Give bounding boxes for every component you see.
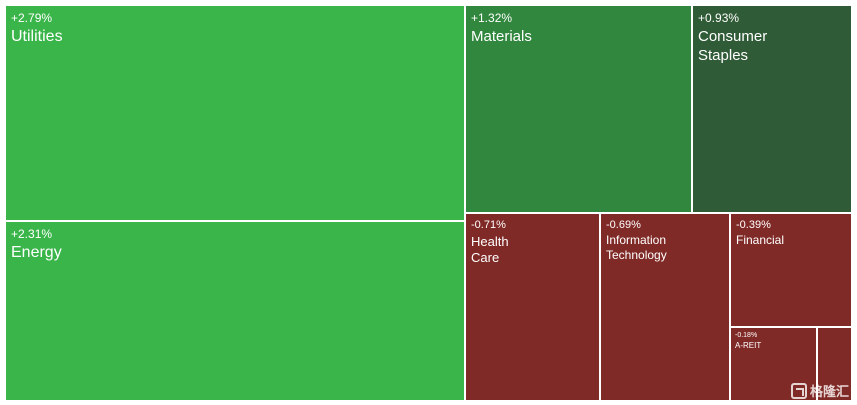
treemap-tile: +2.79% Utilities [5, 5, 465, 221]
tile-change-label: -0.71% [471, 219, 506, 231]
tile-sector-label: A-REIT [735, 341, 762, 350]
tile-sector-label: Consumer Staples [698, 28, 768, 64]
treemap-tile: -0.69% Information Technology [600, 213, 730, 401]
tile-change-label: -0.69% [606, 219, 641, 231]
treemap-tile: +2.31% Energy [5, 221, 465, 401]
tile-sector-label: Health Care [471, 234, 509, 265]
tile-change-label: +2.79% [11, 11, 53, 25]
treemap-tile [817, 327, 852, 401]
treemap-tile: +0.93% Consumer Staples [692, 5, 852, 213]
watermark: 格隆汇 [790, 381, 849, 400]
treemap-tile: -0.18% A-REIT [730, 327, 817, 401]
tile-sector-label: Materials [471, 28, 532, 45]
tile-change-label: -0.18% [735, 332, 758, 339]
tile-sector-label: Information Technology [606, 233, 667, 262]
tile-sector-label: Energy [11, 244, 62, 261]
watermark-text: 格隆汇 [809, 384, 849, 399]
tile-sector-label: Financial [736, 233, 785, 247]
tile-change-label: +1.32% [471, 11, 513, 25]
treemap-tile: +1.32% Materials [465, 5, 692, 213]
treemap-tile: -0.71% Health Care [465, 213, 600, 401]
tile-change-label: +0.93% [698, 11, 740, 25]
treemap-tile: -0.39% Financial [730, 213, 852, 327]
tile-sector-label: Utilities [11, 28, 63, 45]
glh-logo-icon [790, 382, 807, 399]
tile-change-label: -0.39% [736, 219, 771, 231]
tile-change-label: +2.31% [11, 227, 53, 241]
